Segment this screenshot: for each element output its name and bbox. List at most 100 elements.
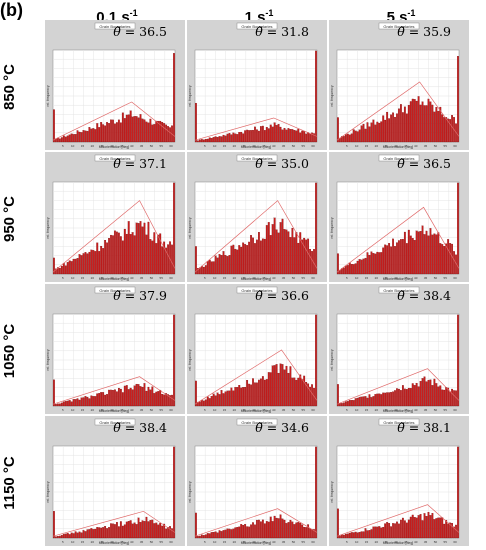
histogram-bar [208, 533, 211, 539]
histogram-bar [78, 531, 81, 539]
histogram-bar [70, 532, 73, 539]
x-tick-label: 35 [120, 276, 124, 280]
histogram-bar [390, 114, 392, 143]
histogram-bar [339, 535, 341, 539]
histogram-bar [267, 222, 270, 275]
histogram-bar [60, 137, 63, 143]
histogram-bar [431, 104, 434, 143]
histogram-bar [425, 230, 428, 275]
histogram-bar [139, 522, 142, 539]
histogram-bar [76, 258, 79, 275]
histogram-bar [263, 523, 266, 539]
histogram-bar [429, 101, 432, 143]
histogram-bar [394, 523, 396, 539]
histogram-bar [441, 517, 444, 539]
histogram-bar [378, 393, 381, 407]
histogram-bar [258, 379, 260, 407]
histogram-bar [116, 522, 118, 539]
histogram-bar [443, 246, 446, 275]
x-tick-label: 5 [204, 276, 206, 280]
histogram-bar [214, 255, 217, 275]
histogram-bar [437, 110, 440, 143]
histogram-bar [350, 532, 353, 539]
x-axis-label: Misorientation [deg] [99, 277, 130, 281]
histogram-bar [287, 128, 290, 143]
histogram-bar [80, 532, 83, 539]
x-tick-label: 25 [243, 144, 247, 148]
histogram-bar [242, 242, 245, 275]
x-tick-label: 20 [233, 408, 237, 412]
histogram-bar [165, 124, 168, 143]
histogram-bar [206, 261, 209, 275]
histogram-bar [119, 521, 122, 539]
histogram-bar [55, 404, 57, 407]
histogram-bar [58, 535, 61, 539]
histogram-bar [117, 232, 120, 275]
histogram-bar [368, 394, 371, 407]
x-tick-label: 55 [444, 144, 448, 148]
histogram-bar [112, 235, 114, 275]
histogram-bar [374, 394, 377, 407]
histogram-bar [137, 117, 140, 143]
histogram-bar [348, 400, 351, 407]
histogram-bar [263, 379, 266, 407]
histogram-bar [403, 231, 406, 275]
histogram-bar [358, 532, 361, 539]
x-tick-label: 40 [414, 276, 418, 280]
theta-value: = 34.6 [262, 420, 309, 435]
histogram-bar [64, 401, 67, 407]
x-axis-label: Misorientation [deg] [241, 409, 272, 413]
histogram-bar [455, 524, 457, 539]
histogram-bar [423, 376, 426, 407]
histogram-bar [56, 403, 59, 407]
x-tick-label: 25 [385, 408, 389, 412]
x-tick-label: 45 [140, 276, 144, 280]
histogram-bar [234, 387, 237, 407]
histogram-bar [376, 526, 379, 539]
histogram-bar [123, 385, 126, 407]
theta-symbol: θ̃ [255, 24, 263, 39]
theta-symbol: θ̃ [397, 288, 405, 303]
theta-symbol: θ̃ [397, 156, 405, 171]
panel-label: (b) [0, 0, 23, 20]
histogram-bar [125, 114, 128, 143]
histogram-bar [200, 265, 203, 275]
histogram-bar [401, 517, 404, 539]
histogram-bar [145, 516, 148, 539]
histogram-bar [425, 381, 428, 407]
x-tick-label: 40 [272, 144, 276, 148]
histogram-bar [195, 246, 197, 275]
histogram-bar [252, 129, 254, 143]
histogram-bar [305, 527, 308, 539]
histogram-bar [344, 533, 347, 539]
rate-unit: s [399, 9, 408, 26]
histogram-bar [78, 254, 81, 275]
histogram-bar [218, 136, 221, 143]
histogram-bar [254, 126, 256, 143]
histogram-bar [149, 239, 152, 275]
histogram-bar [84, 252, 87, 275]
histogram-bar [392, 238, 394, 275]
histogram-panel: Grain Boundaries rel. frequency Misorienta… [329, 152, 469, 282]
x-tick-label: 30 [110, 276, 114, 280]
histogram-bar [244, 244, 247, 275]
x-axis-label: Misorientation [deg] [383, 277, 414, 281]
histogram-bar [147, 122, 150, 143]
histogram-bar [256, 519, 258, 539]
histogram-bar [285, 365, 288, 407]
histogram-bar [445, 387, 448, 407]
histogram-bar [400, 239, 402, 275]
x-tick-label: 45 [424, 408, 428, 412]
histogram-bar [163, 123, 166, 143]
x-tick-label: 40 [414, 144, 418, 148]
histogram-bar [337, 117, 339, 143]
histogram-bar [354, 130, 357, 143]
x-tick-label: 30 [394, 408, 398, 412]
x-tick-label: 55 [160, 408, 164, 412]
histogram-bar [358, 397, 361, 407]
reference-curve [194, 508, 318, 537]
histogram-bar [112, 119, 114, 143]
histogram-bar [344, 134, 347, 143]
histogram-bar [127, 221, 130, 275]
panel-title: Grain Boundaries [383, 420, 414, 425]
